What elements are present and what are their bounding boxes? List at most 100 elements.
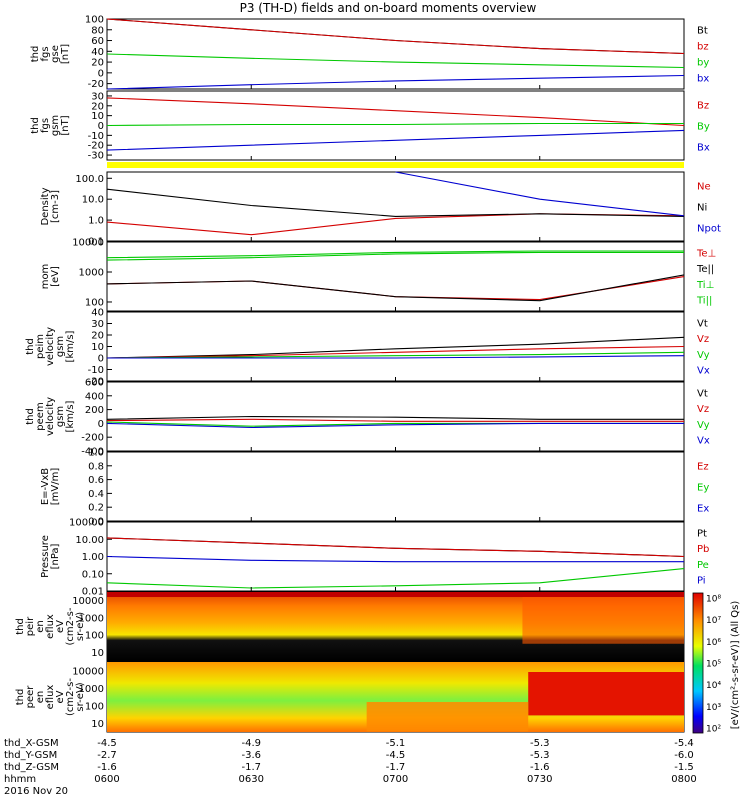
y-tick-label: 100.00 <box>69 518 104 529</box>
x-axis-tick-value: -5.3 <box>530 750 550 761</box>
y-tick-label: 30 <box>91 319 104 330</box>
panel-ylabel-line: [km/s] <box>65 400 76 432</box>
panel-ylabel-line: thd <box>15 618 26 635</box>
y-tick-label: 0.8 <box>88 461 104 472</box>
panel-stack: 100806040200-20thdfgsgse[nT]Btbzbybx3020… <box>15 15 721 733</box>
y-tick-label: 20 <box>91 101 104 112</box>
series-line-vt <box>106 415 684 420</box>
series-line-vy <box>106 351 685 359</box>
legend-entry: Ne <box>697 182 711 193</box>
y-tick-label: -10 <box>88 131 104 142</box>
panel-ylabel-line: thd <box>25 408 36 425</box>
colorbar: 10⁸ 10⁷ 10⁶ 10⁵ 10⁴ 10³ 10² [eV/(cm²-s-sr-eV)]… <box>692 592 741 735</box>
panel-ylabel-line: peim <box>35 334 46 359</box>
y-tick-label: 200 <box>85 405 104 416</box>
colorbar-tick-label: 10⁴ <box>706 681 721 691</box>
panel-ylabel: thdpeemvelocitygsm[km/s] <box>25 397 76 436</box>
panel-ylabel-line: fgs <box>40 118 51 133</box>
y-tick-label: -400 <box>81 447 104 458</box>
x-axis-tick-value: -4.5 <box>97 738 117 749</box>
legend-entry: Vt <box>697 318 708 329</box>
panel-ylabel-line: [mV/m] <box>50 468 61 506</box>
panel-ylabel-line: gse <box>50 45 61 63</box>
panel-ylabel-line: eflux <box>45 685 56 710</box>
panel-ylabel: thdpeirenefluxeV(cm2-s-sr-eV) <box>15 607 86 645</box>
panel-frame <box>106 171 685 242</box>
series-line-vz <box>106 345 685 359</box>
series-line-vx <box>106 422 684 429</box>
legend-entry: Bx <box>697 143 710 154</box>
y-tick-label: 1.0 <box>88 448 104 459</box>
colorbar-scale <box>692 592 704 734</box>
y-tick-label: 20 <box>91 331 104 342</box>
panel-ylabel-line: thd <box>30 46 41 63</box>
y-tick-label: 100 <box>85 701 104 712</box>
y-tick-label: 1.0 <box>88 216 104 227</box>
y-tick-label: 10 <box>91 648 104 659</box>
y-tick-label: 1000 <box>79 267 104 278</box>
series-line-bt <box>106 18 685 55</box>
x-axis-tick-value: -1.5 <box>674 762 694 773</box>
legend-entry: Bz <box>697 101 709 112</box>
panel-frame <box>106 18 685 90</box>
series-line-pb <box>106 537 685 558</box>
legend-entry: Vy <box>697 350 710 361</box>
legend-entry: Bt <box>697 26 708 37</box>
panel-temp: 10000 1000 100 mom[eV] Te⊥ Te|| Ti⊥ Ti|| <box>40 238 716 312</box>
electron-spectrogram-mid-region <box>366 702 529 732</box>
x-axis-row-label: 2016 Nov 20 <box>4 786 68 797</box>
y-tick-label: 0 <box>98 419 104 430</box>
panel-ylabel: thdpeerenefluxeV(cm2-s-sr-eV) <box>15 678 86 716</box>
y-tick-label: 10.0 <box>82 195 104 206</box>
colorbar-tick-label: 10⁶ <box>706 638 721 648</box>
y-tick-label: 0.4 <box>88 489 104 500</box>
legend-entry: Pi <box>697 576 706 587</box>
y-tick-label: -20 <box>88 79 104 90</box>
y-tick-label: 100 <box>85 15 104 26</box>
y-tick-label: 20 <box>91 58 104 69</box>
y-tick-label: 0 <box>98 68 104 79</box>
y-tick-label: 100.0 <box>75 174 104 185</box>
colorbar-tick-label: 10⁵ <box>706 660 721 670</box>
x-axis-tick-value: 0600 <box>94 774 119 785</box>
series-line-bz <box>106 18 685 55</box>
panel-frame <box>106 451 685 522</box>
panel-ylabel: mom[eV] <box>40 264 61 290</box>
panel-frame <box>106 521 685 592</box>
panel-ylabel-line: fgs <box>40 46 51 61</box>
series-line-ti <box>106 250 684 259</box>
panel-frame <box>106 311 685 382</box>
y-tick-label: 10.00 <box>75 535 104 546</box>
ion-spectrogram-top-band <box>107 592 684 597</box>
panel-ylabel: Pressure[nPa] <box>40 535 61 578</box>
series-line-bz <box>106 97 685 127</box>
y-tick-label: 0.10 <box>82 569 104 580</box>
y-tick-label: 10 <box>91 111 104 122</box>
legend-entry: Pb <box>697 544 709 555</box>
series-line-npot <box>395 171 685 217</box>
y-tick-label: 40 <box>91 47 104 58</box>
series-line-pe <box>106 568 685 589</box>
legend-entry: Ti⊥ <box>696 280 714 291</box>
panel-ylabel-line: velocity <box>45 397 56 436</box>
y-tick-label: 10 <box>91 719 104 730</box>
y-tick-label: 80 <box>91 25 104 36</box>
y-tick-label: -10 <box>88 365 104 376</box>
legend-entry: Vz <box>697 334 709 345</box>
panel-ylabel-line: sr-eV) <box>75 682 86 711</box>
spectrogram-layer <box>107 592 684 732</box>
panel-ylabel-line: [cm-3] <box>50 190 61 223</box>
legend-entry: Ti|| <box>696 296 712 307</box>
legend-entry: Npot <box>697 224 721 235</box>
panel-ylabel: thdfgsgsm[nT] <box>30 115 71 136</box>
colorbar-tick-label: 10² <box>706 725 721 735</box>
legend-entry: Ez <box>697 462 709 473</box>
panel-ylabel: E=-VxB[mV/m] <box>40 468 61 506</box>
legend-entry: Te⊥ <box>696 248 716 259</box>
y-tick-label: 600 <box>85 378 104 389</box>
x-axis-row-label: hhmm <box>4 774 36 785</box>
panel-pressure: 100.00 10.00 1.00 0.10 0.01 Pressure[nPa] Pt Pb… <box>40 518 709 598</box>
y-tick-label: 0.01 <box>82 587 104 598</box>
